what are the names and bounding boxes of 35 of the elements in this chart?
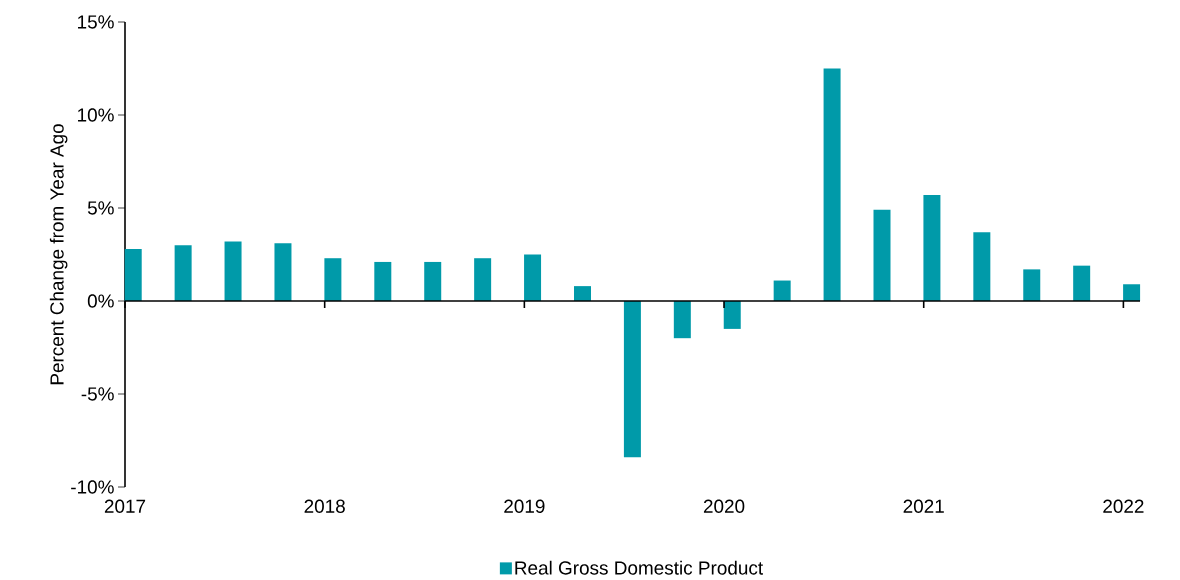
x-tick-label: 2020 <box>703 499 745 513</box>
y-tick-label: -5% <box>81 387 114 401</box>
bar <box>623 301 641 458</box>
bar <box>174 245 192 301</box>
x-tick-label: 2021 <box>903 499 944 513</box>
bar <box>823 68 841 301</box>
bar <box>873 209 891 301</box>
bar <box>474 258 492 301</box>
y-tick-label: 5% <box>87 201 114 215</box>
bar <box>324 258 342 301</box>
bar <box>424 261 442 301</box>
bar <box>723 301 741 329</box>
x-tick-label: 2019 <box>504 499 545 513</box>
y-tick-label: 0% <box>87 294 114 308</box>
y-tick-label: 15% <box>78 15 114 29</box>
bar <box>124 248 142 301</box>
legend-label: Real Gross Domestic Product <box>515 560 763 575</box>
bar <box>374 261 392 301</box>
y-tick-label: 10% <box>78 108 114 122</box>
x-tick-label: 2018 <box>304 499 345 513</box>
bar <box>973 232 991 301</box>
bar <box>1123 284 1141 301</box>
bar <box>573 286 591 301</box>
bar <box>773 280 791 301</box>
bar <box>673 301 691 339</box>
y-axis-title: Percent Change from Year Ago <box>49 124 68 385</box>
bar <box>923 194 941 301</box>
y-tick-label: -10% <box>71 480 114 494</box>
x-tick-label: 2022 <box>1103 499 1144 513</box>
bar <box>1023 269 1041 301</box>
bar <box>524 254 542 301</box>
bar <box>224 241 242 301</box>
x-tick-label: 2017 <box>104 499 146 513</box>
bar <box>1073 265 1091 301</box>
bar <box>274 243 292 301</box>
